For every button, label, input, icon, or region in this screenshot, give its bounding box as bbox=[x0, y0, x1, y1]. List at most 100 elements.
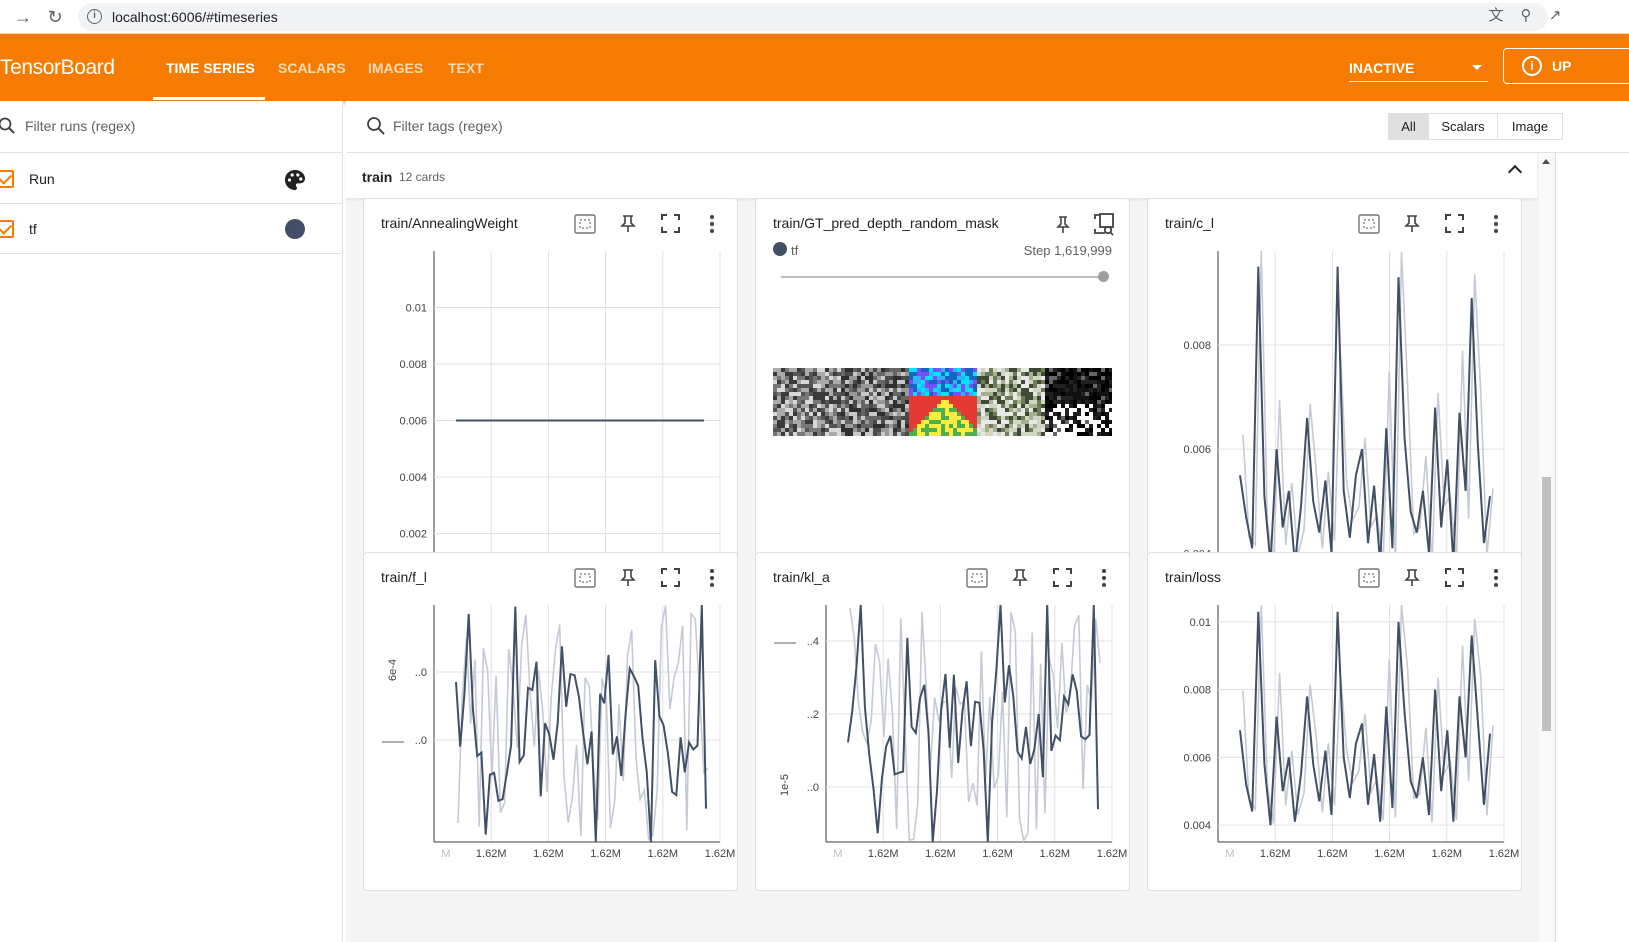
run-row[interactable]: tf bbox=[0, 205, 342, 254]
fit-domain-icon[interactable] bbox=[574, 214, 596, 234]
pixel-block bbox=[869, 396, 873, 400]
pixel-block bbox=[1029, 388, 1033, 392]
tab-text[interactable]: TEXT bbox=[448, 60, 484, 76]
pixel-block bbox=[905, 428, 909, 432]
filter-scalars-button[interactable]: Scalars bbox=[1428, 113, 1498, 140]
fullscreen-icon[interactable] bbox=[1445, 568, 1464, 587]
pixel-block bbox=[1017, 420, 1021, 424]
tab-scalars[interactable]: SCALARS bbox=[278, 60, 346, 76]
pixel-block bbox=[989, 384, 993, 388]
pin-icon[interactable] bbox=[620, 569, 636, 586]
pixel-block bbox=[997, 372, 1001, 376]
fit-domain-icon[interactable] bbox=[574, 568, 596, 588]
pixel-block bbox=[1073, 420, 1077, 424]
address-bar[interactable]: i localhost:6006/#timeseries bbox=[78, 3, 1548, 31]
pixel-block bbox=[797, 368, 801, 372]
chevron-up-icon[interactable] bbox=[1507, 164, 1523, 180]
pixel-block bbox=[1005, 388, 1009, 392]
fit-domain-icon[interactable] bbox=[1358, 568, 1380, 588]
pixel-block bbox=[1021, 368, 1025, 372]
pixel-block bbox=[1017, 412, 1021, 416]
pixel-block bbox=[989, 416, 993, 420]
pixel-block bbox=[989, 404, 993, 408]
pixel-block bbox=[981, 412, 985, 416]
run-checkbox[interactable] bbox=[0, 220, 14, 238]
pixel-block bbox=[1001, 376, 1005, 380]
zoom-icon[interactable]: ⚲ bbox=[1520, 7, 1532, 24]
fullscreen-icon[interactable] bbox=[661, 568, 680, 587]
pin-icon[interactable] bbox=[1404, 569, 1420, 586]
translate-icon[interactable]: 文 bbox=[1488, 7, 1504, 24]
pixel-block bbox=[881, 412, 885, 416]
scrollbar-thumb[interactable] bbox=[1542, 477, 1551, 731]
fullscreen-icon[interactable] bbox=[1053, 568, 1072, 587]
pixel-block bbox=[1005, 400, 1009, 404]
more-vert-icon[interactable] bbox=[1494, 569, 1498, 587]
pixel-block bbox=[901, 376, 905, 380]
tab-time-series[interactable]: TIME SERIES bbox=[166, 60, 255, 76]
reload-icon[interactable]: ↻ bbox=[47, 7, 63, 27]
step-slider-track[interactable] bbox=[781, 276, 1104, 278]
pin-icon[interactable] bbox=[1012, 569, 1028, 586]
pixel-block bbox=[853, 388, 857, 392]
update-button[interactable]: i UP bbox=[1503, 48, 1629, 84]
pixel-block bbox=[841, 432, 845, 436]
more-vert-icon[interactable] bbox=[1102, 569, 1106, 587]
image-thumbnail[interactable] bbox=[773, 368, 841, 436]
image-thumbnail[interactable] bbox=[841, 368, 909, 436]
filter-image-button[interactable]: Image bbox=[1497, 113, 1563, 140]
scroll-up-arrow[interactable] bbox=[1542, 159, 1550, 164]
tags-filter[interactable]: Filter tags (regex) All Scalars Image bbox=[346, 101, 1629, 153]
pixel-block bbox=[845, 388, 849, 392]
pixel-block bbox=[925, 392, 929, 396]
pixel-block bbox=[1085, 384, 1089, 388]
info-icon[interactable]: i bbox=[87, 9, 102, 24]
more-vert-icon[interactable] bbox=[710, 569, 714, 587]
more-vert-icon[interactable] bbox=[710, 215, 714, 233]
pixel-block bbox=[929, 376, 933, 380]
pin-icon[interactable] bbox=[620, 215, 636, 232]
run-color-swatch[interactable] bbox=[285, 219, 305, 239]
palette-icon[interactable] bbox=[284, 169, 306, 191]
pixel-block bbox=[1057, 420, 1061, 424]
share-icon[interactable]: ↗ bbox=[1548, 7, 1562, 24]
depth-mask-image-strip[interactable] bbox=[773, 368, 1112, 436]
pixel-block bbox=[801, 368, 805, 372]
run-checkbox[interactable] bbox=[0, 170, 14, 188]
pin-icon[interactable] bbox=[1051, 213, 1075, 237]
forward-arrow-icon[interactable]: → bbox=[14, 7, 32, 27]
pixel-block bbox=[937, 428, 941, 432]
pixel-block bbox=[941, 420, 945, 424]
pixel-block bbox=[821, 416, 825, 420]
step-slider-thumb[interactable] bbox=[1098, 271, 1109, 282]
plugin-select[interactable]: INACTIVE bbox=[1349, 52, 1488, 82]
image-thumbnail[interactable] bbox=[977, 368, 1045, 436]
pixel-block bbox=[1021, 424, 1025, 428]
pixel-block bbox=[853, 380, 857, 384]
pixel-block bbox=[1021, 400, 1025, 404]
pixel-block bbox=[1069, 376, 1073, 380]
image-thumbnail[interactable] bbox=[1045, 368, 1112, 436]
image-thumbnail[interactable] bbox=[909, 368, 977, 436]
pixel-block bbox=[793, 404, 797, 408]
filter-all-button[interactable]: All bbox=[1388, 113, 1429, 140]
fit-domain-frame bbox=[574, 214, 596, 234]
runs-filter[interactable]: Filter runs (regex) bbox=[0, 101, 342, 153]
adjust-image-icon[interactable] bbox=[1091, 211, 1117, 237]
pixel-block bbox=[785, 428, 789, 432]
pixel-block bbox=[945, 368, 949, 372]
pixel-block bbox=[1073, 388, 1077, 392]
tab-images[interactable]: IMAGES bbox=[368, 60, 424, 76]
pixel-block bbox=[1097, 392, 1101, 396]
pixel-block bbox=[973, 396, 977, 400]
pin-icon[interactable] bbox=[1404, 215, 1420, 232]
more-vert-icon[interactable] bbox=[1494, 215, 1498, 233]
card-group-header[interactable]: train 12 cards bbox=[346, 153, 1537, 199]
fullscreen-icon[interactable] bbox=[661, 214, 680, 233]
fit-domain-icon[interactable] bbox=[966, 568, 988, 588]
pixel-block bbox=[993, 416, 997, 420]
pixel-block bbox=[961, 384, 965, 388]
fullscreen-icon[interactable] bbox=[1445, 214, 1464, 233]
fit-domain-icon[interactable] bbox=[1358, 214, 1380, 234]
run-row[interactable]: Run bbox=[0, 155, 342, 204]
